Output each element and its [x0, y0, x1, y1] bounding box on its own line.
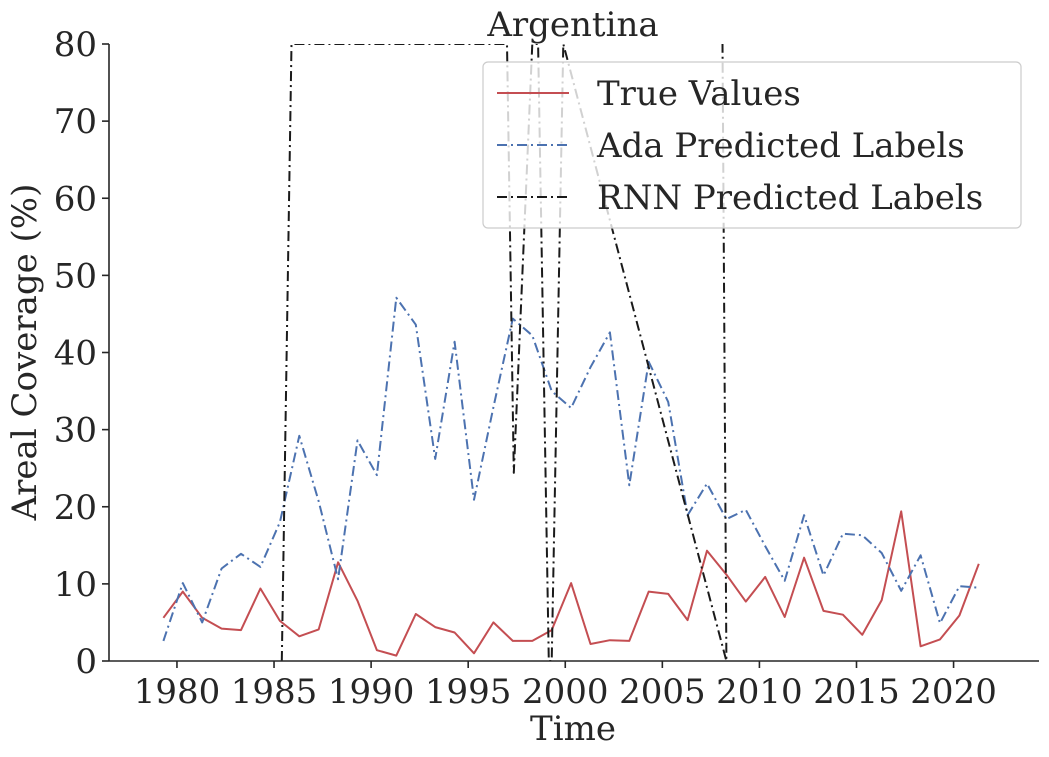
- y-tick-label: 70: [54, 102, 97, 142]
- x-tick-label: 1995: [425, 672, 512, 712]
- x-axis-title: Time: [530, 709, 616, 749]
- series-layer: [162, 44, 980, 661]
- chart-title: Argentina: [486, 5, 658, 45]
- x-tick-label: 1990: [328, 672, 415, 712]
- x-tick-label: 2015: [813, 672, 900, 712]
- y-tick-label: 20: [54, 488, 97, 528]
- series-line-1: [162, 510, 980, 657]
- series-line-2: [162, 296, 979, 642]
- y-tick-label: 10: [54, 565, 97, 605]
- y-tick-label: 0: [75, 642, 97, 682]
- legend: True Values Ada Predicted Labels RNN Predi…: [482, 61, 1022, 229]
- x-tick-label: 2005: [619, 672, 706, 712]
- x-axis-ticks: 1980 1985 1990 1995 2000 2005 2010 2015 2020: [134, 661, 997, 712]
- series-line-3: [280, 44, 728, 661]
- y-axis-ticks: 0 10 20 30 40 50 60 70 80: [54, 25, 109, 682]
- x-tick-label: 2010: [716, 672, 803, 712]
- x-tick-label: 1980: [134, 672, 221, 712]
- x-tick-label: 1985: [231, 672, 318, 712]
- legend-box: [482, 61, 1022, 229]
- legend-label-3: RNN Predicted Labels: [597, 178, 983, 218]
- y-tick-label: 40: [54, 334, 97, 374]
- x-tick-label: 2020: [910, 672, 997, 712]
- y-tick-label: 50: [54, 256, 97, 296]
- y-tick-label: 60: [54, 179, 97, 219]
- legend-label-1: True Values: [597, 74, 801, 114]
- y-tick-label: 30: [54, 411, 97, 451]
- legend-label-2: Ada Predicted Labels: [596, 126, 965, 166]
- y-axis-title: Areal Coverage (%): [5, 184, 45, 522]
- y-tick-label: 80: [54, 25, 97, 65]
- x-tick-label: 2000: [522, 672, 609, 712]
